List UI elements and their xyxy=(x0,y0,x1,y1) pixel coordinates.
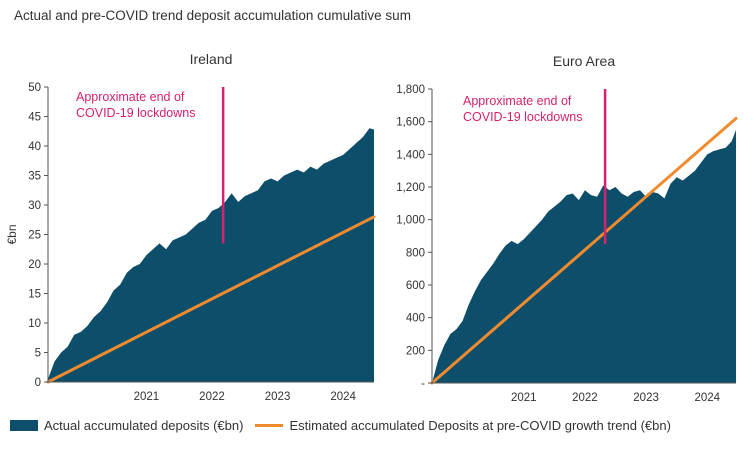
ireland-chart-title: Ireland xyxy=(190,51,233,67)
ireland-annotation-line-1: Approximate end of xyxy=(76,90,185,104)
ireland-y-axis-label: €bn xyxy=(5,224,19,244)
ireland-y-tick-label: 0 xyxy=(35,377,41,389)
ireland-y-tick-label: 35 xyxy=(28,171,41,183)
legend: Actual accumulated deposits (€bn) Estima… xyxy=(10,414,750,436)
legend-swatch-trend xyxy=(255,423,284,427)
euro-area-x-tick-label: 2023 xyxy=(633,392,659,404)
legend-item-actual: Actual accumulated deposits (€bn) xyxy=(10,418,243,433)
legend-item-trend: Estimated accumulated Deposits at pre-CO… xyxy=(255,418,671,433)
ireland-y-tick-label: 45 xyxy=(28,112,41,124)
euro-area-y-tick-label: 200 xyxy=(406,345,425,357)
ireland-y-tick-label: 40 xyxy=(28,141,41,153)
euro-area-y-tick-label: 1,800 xyxy=(396,84,425,96)
ireland-chart: Ireland €bn Approximate end of COVID-19 loc… xyxy=(5,51,376,403)
euro-area-annotation-line-1: Approximate end of xyxy=(463,94,572,108)
euro-area-y-tick-label: 1,400 xyxy=(396,149,425,161)
euro-area-y-tick-label: 400 xyxy=(406,313,425,325)
ireland-y-tick-label: 30 xyxy=(28,200,41,212)
euro-area-x-tick-label: 2024 xyxy=(694,392,720,404)
euro-area-x-tick-label: 2022 xyxy=(572,392,598,404)
euro-area-x-tick-label: 2021 xyxy=(511,392,537,404)
euro-area-y-tick-label: - xyxy=(421,378,425,390)
legend-label-actual: Actual accumulated deposits (€bn) xyxy=(44,417,244,433)
euro-area-y-tick-label: 1,000 xyxy=(396,215,425,227)
euro-area-y-tick-label: 600 xyxy=(406,280,425,292)
ireland-x-tick-label: 2021 xyxy=(134,391,160,403)
ireland-y-tick-label: 5 xyxy=(35,348,41,360)
ireland-x-tick-label: 2024 xyxy=(330,391,356,403)
euro-area-chart: Euro Area Approximate end of COVID-19 lock… xyxy=(396,53,738,404)
ireland-y-tick-label: 20 xyxy=(28,259,41,271)
ireland-y-tick-label: 15 xyxy=(28,289,41,301)
ireland-y-tick-label: 50 xyxy=(28,82,41,94)
ireland-x-tick-label: 2022 xyxy=(199,391,225,403)
ireland-trend-line xyxy=(46,215,376,384)
euro-area-trend-line xyxy=(430,116,738,385)
euro-area-y-tick-label: 1,600 xyxy=(396,117,425,129)
ireland-actual-deposits-area xyxy=(48,128,374,382)
ireland-y-tick-label: 10 xyxy=(28,318,41,330)
euro-area-actual-deposits-area xyxy=(432,129,736,383)
euro-area-y-tick-label: 1,200 xyxy=(396,182,425,194)
legend-swatch-actual xyxy=(10,419,38,431)
figure-title: Actual and pre-COVID trend deposit accum… xyxy=(14,8,411,23)
ireland-annotation-line-2: COVID-19 lockdowns xyxy=(76,106,196,120)
euro-area-annotation-line-2: COVID-19 lockdowns xyxy=(463,110,583,124)
ireland-x-tick-label: 2023 xyxy=(265,391,291,403)
ireland-y-tick-label: 25 xyxy=(28,230,41,242)
euro-area-y-tick-label: 800 xyxy=(406,247,425,259)
euro-area-chart-title: Euro Area xyxy=(553,53,615,69)
legend-label-trend: Estimated accumulated Deposits at pre-CO… xyxy=(289,417,671,433)
